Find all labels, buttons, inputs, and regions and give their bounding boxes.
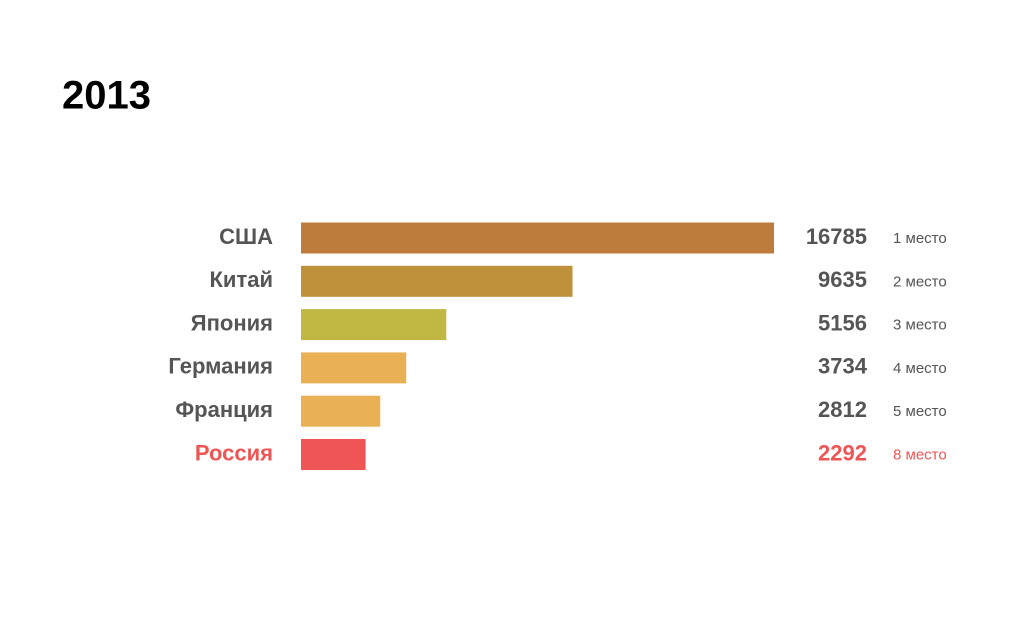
category-label: Франция xyxy=(175,397,273,422)
bar xyxy=(301,265,573,297)
rank-label: 3 место xyxy=(893,317,947,334)
rank-label: 5 место xyxy=(893,403,947,420)
value-label: 2812 xyxy=(818,397,867,422)
bar xyxy=(301,439,366,470)
category-label: Япония xyxy=(191,310,273,335)
bar xyxy=(301,352,407,384)
value-label: 9635 xyxy=(818,267,867,292)
bar xyxy=(301,222,774,254)
category-label: США xyxy=(219,224,273,249)
category-label: Китай xyxy=(210,267,274,292)
value-label: 16785 xyxy=(806,224,867,249)
value-label: 5156 xyxy=(818,310,867,335)
category-label: Россия xyxy=(195,440,273,465)
value-label: 3734 xyxy=(818,354,868,379)
rank-label: 4 место xyxy=(893,360,947,377)
category-label: Германия xyxy=(168,354,273,379)
rank-label: 2 место xyxy=(893,273,947,290)
bar xyxy=(301,395,381,427)
bar xyxy=(301,309,447,341)
rank-label: 1 место xyxy=(893,230,947,247)
rank-label: 8 место xyxy=(893,446,947,463)
chart-title: 2013 xyxy=(62,74,151,118)
value-label: 2292 xyxy=(818,440,867,465)
